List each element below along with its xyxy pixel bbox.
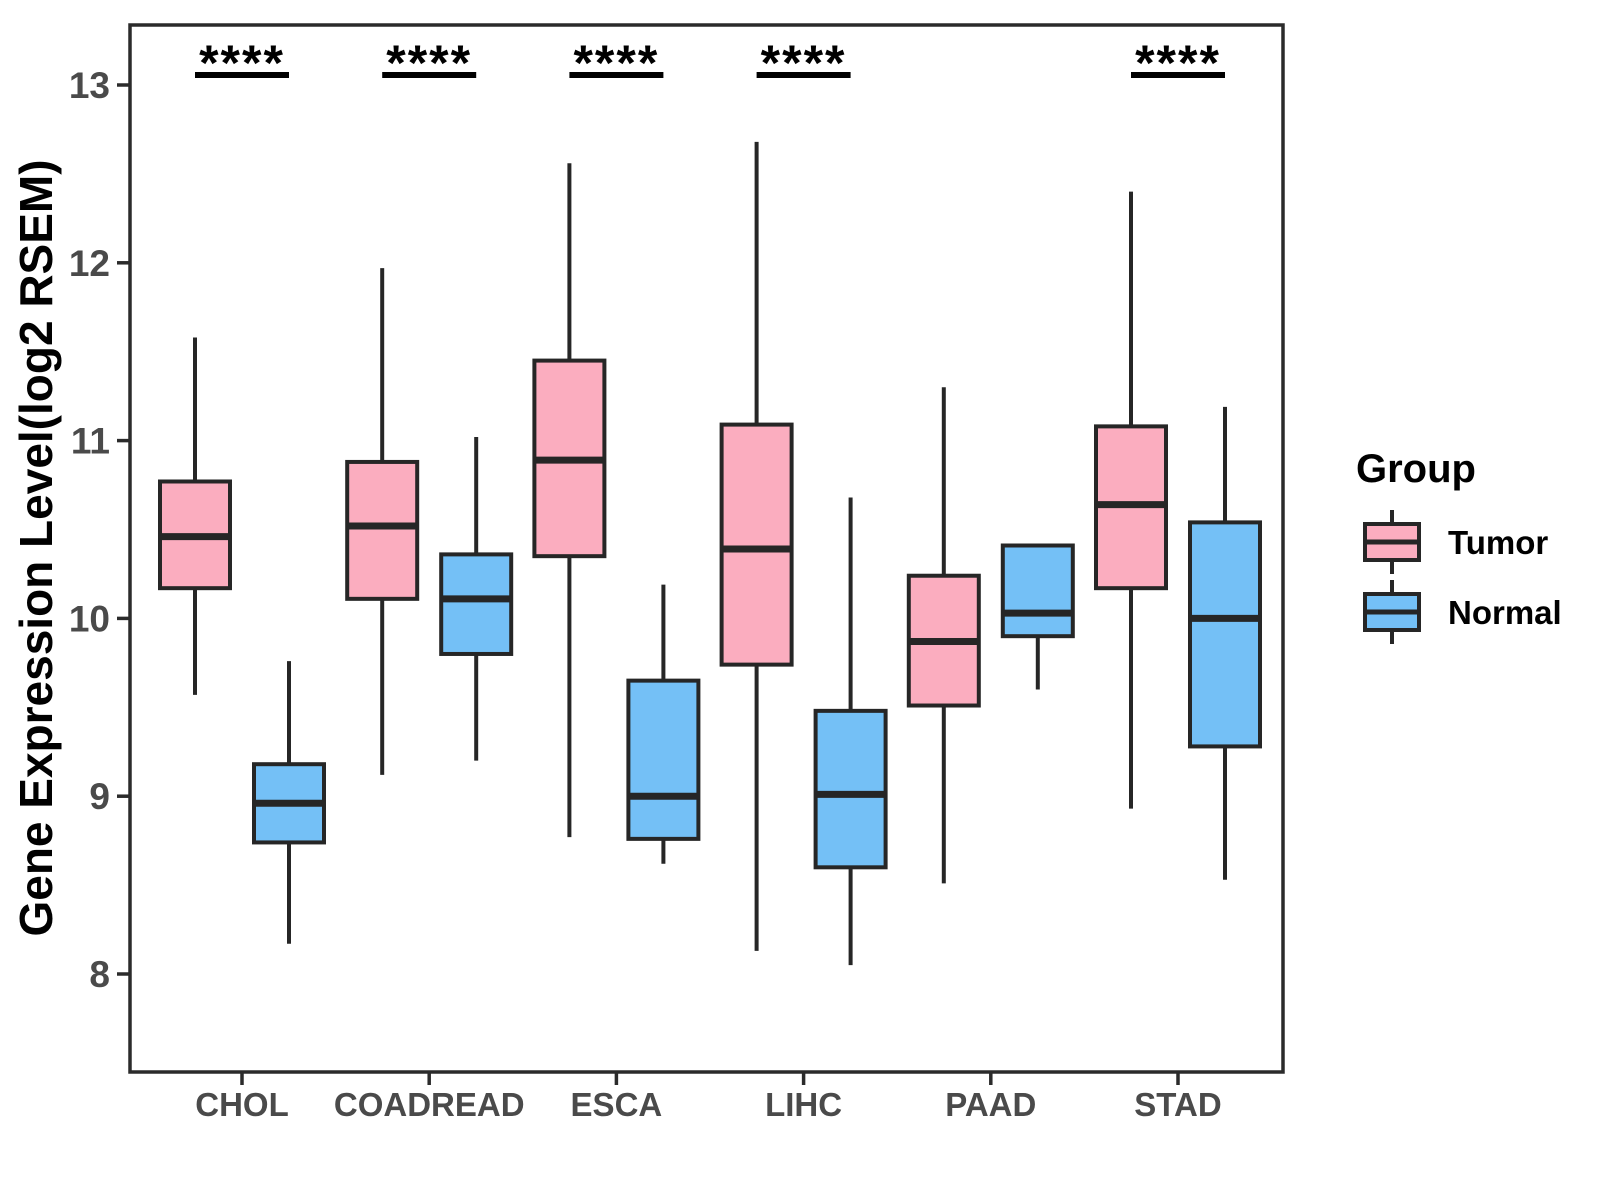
legend-label: Normal bbox=[1448, 594, 1562, 631]
significance-bar bbox=[756, 72, 851, 78]
x-tick-label: PAAD bbox=[945, 1086, 1036, 1123]
lihc-tumor-boxplot bbox=[719, 141, 794, 951]
paad-tumor-boxplot bbox=[906, 387, 981, 884]
stad-tumor-boxplot bbox=[1094, 191, 1168, 809]
lihc-normal-boxplot bbox=[813, 497, 888, 966]
iqr-box bbox=[1188, 520, 1262, 749]
coadread-normal-boxplot bbox=[439, 437, 514, 761]
significance-stars: **** bbox=[573, 35, 659, 91]
significance-stars: **** bbox=[199, 35, 285, 91]
coadread-tumor-boxplot bbox=[345, 268, 420, 775]
iqr-box bbox=[345, 459, 420, 601]
y-tick-label: 9 bbox=[89, 776, 110, 817]
y-axis-title: Gene Expression Level(log2 RSEM) bbox=[10, 159, 62, 936]
legend-key-tumor: Tumor bbox=[1363, 510, 1548, 574]
y-tick-label: 10 bbox=[69, 598, 110, 639]
significance-stars: **** bbox=[1135, 35, 1221, 91]
y-tick-label: 12 bbox=[69, 243, 110, 284]
chol-tumor-boxplot bbox=[158, 337, 232, 695]
plot-panel-border bbox=[128, 23, 1285, 1074]
iqr-box bbox=[626, 678, 701, 841]
significance-stars: **** bbox=[761, 35, 847, 91]
x-tick-label: LIHC bbox=[765, 1086, 842, 1123]
significance-bar bbox=[382, 72, 477, 78]
esca-normal-boxplot bbox=[626, 584, 701, 864]
stad-normal-boxplot bbox=[1188, 406, 1262, 880]
x-tick-label: COADREAD bbox=[334, 1086, 525, 1123]
significance-bar bbox=[1131, 72, 1225, 78]
legend-title: Group bbox=[1356, 447, 1476, 491]
significance-bar bbox=[195, 72, 289, 78]
legend-key-normal: Normal bbox=[1363, 580, 1562, 644]
esca-tumor-boxplot bbox=[532, 163, 607, 838]
chol-normal-boxplot bbox=[252, 661, 326, 944]
significance-stars: **** bbox=[386, 35, 472, 91]
paad-normal-boxplot bbox=[1000, 543, 1075, 690]
x-tick-label: STAD bbox=[1134, 1086, 1221, 1123]
y-tick-label: 13 bbox=[69, 65, 110, 106]
iqr-box bbox=[719, 422, 794, 667]
legend-label: Tumor bbox=[1448, 524, 1548, 561]
iqr-box bbox=[439, 552, 514, 656]
y-tick-label: 8 bbox=[89, 954, 110, 995]
iqr-box bbox=[813, 708, 888, 870]
y-tick-label: 11 bbox=[71, 421, 110, 462]
x-tick-label: ESCA bbox=[571, 1086, 663, 1123]
x-tick-label: CHOL bbox=[195, 1086, 289, 1123]
significance-bar bbox=[569, 72, 664, 78]
iqr-box bbox=[1000, 543, 1075, 639]
